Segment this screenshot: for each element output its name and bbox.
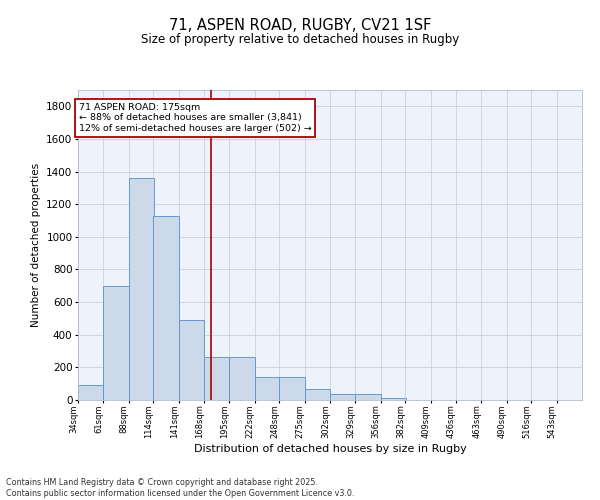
Text: 71 ASPEN ROAD: 175sqm
← 88% of detached houses are smaller (3,841)
12% of semi-d: 71 ASPEN ROAD: 175sqm ← 88% of detached … (79, 103, 311, 133)
Text: 71, ASPEN ROAD, RUGBY, CV21 1SF: 71, ASPEN ROAD, RUGBY, CV21 1SF (169, 18, 431, 32)
Bar (229, 357, 255, 400)
Bar (381, 398, 406, 400)
Bar (129, 178, 154, 400)
Bar (204, 357, 229, 400)
Bar (330, 394, 355, 400)
Bar (305, 390, 330, 400)
Text: Contains HM Land Registry data © Crown copyright and database right 2025.
Contai: Contains HM Land Registry data © Crown c… (6, 478, 355, 498)
Text: Size of property relative to detached houses in Rugby: Size of property relative to detached ho… (141, 32, 459, 46)
Bar (78, 384, 103, 400)
Bar (255, 377, 280, 400)
Bar (179, 320, 204, 400)
X-axis label: Distribution of detached houses by size in Rugby: Distribution of detached houses by size … (194, 444, 466, 454)
Bar (153, 216, 179, 400)
Bar (355, 394, 381, 400)
Bar (279, 377, 305, 400)
Y-axis label: Number of detached properties: Number of detached properties (31, 163, 41, 327)
Bar (103, 286, 129, 400)
